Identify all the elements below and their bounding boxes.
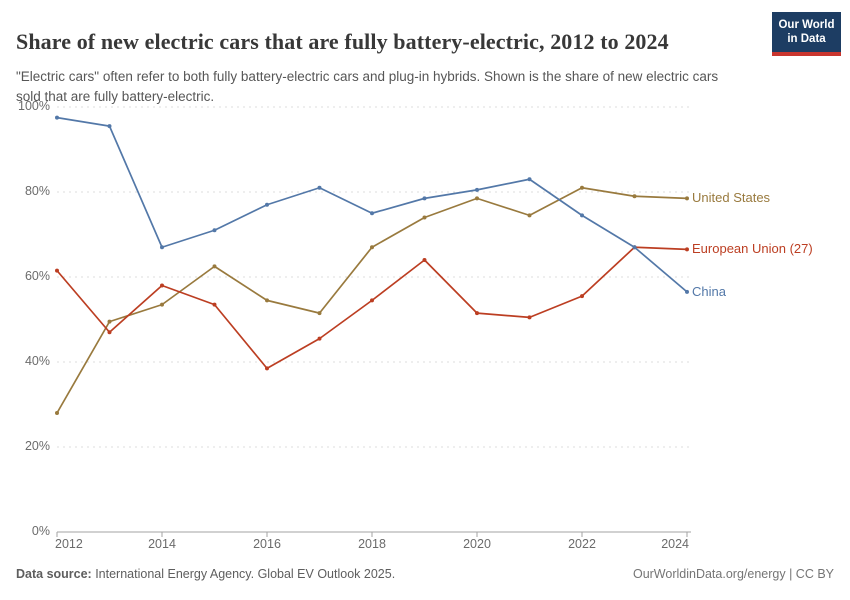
series-label-china[interactable]: China xyxy=(692,283,726,299)
owid-logo-text-line2: in Data xyxy=(787,33,826,46)
y-tick-label-40%: 40% xyxy=(24,354,50,368)
series-label-european-union[interactable]: European Union (27) xyxy=(692,241,813,257)
footer-separator: | xyxy=(785,567,796,581)
data-point[interactable] xyxy=(107,330,112,335)
y-tick-label-100%: 100% xyxy=(18,99,50,113)
x-tick-label-2014: 2014 xyxy=(148,537,176,551)
data-point[interactable] xyxy=(55,115,59,120)
data-point[interactable] xyxy=(317,311,322,316)
data-source-note: Data source: International Energy Agency… xyxy=(16,567,395,581)
x-tick-label-2020: 2020 xyxy=(463,537,491,551)
data-point[interactable] xyxy=(317,185,322,190)
x-tick-label-2024: 2024 xyxy=(661,537,689,551)
page-title: Share of new electric cars that are full… xyxy=(16,28,669,54)
y-tick-label-20%: 20% xyxy=(24,439,50,453)
data-point[interactable] xyxy=(370,211,374,216)
data-point[interactable] xyxy=(265,298,269,303)
data-point[interactable] xyxy=(632,245,637,250)
data-point[interactable] xyxy=(107,319,112,324)
data-point[interactable] xyxy=(55,411,59,415)
data-point[interactable] xyxy=(160,245,164,250)
x-tick-label-2016: 2016 xyxy=(253,537,281,551)
data-source-text: International Energy Agency. Global EV O… xyxy=(91,567,396,581)
data-point[interactable] xyxy=(475,196,479,201)
data-point[interactable] xyxy=(580,213,584,218)
data-point[interactable] xyxy=(422,215,427,220)
data-point[interactable] xyxy=(527,177,532,182)
data-point[interactable] xyxy=(632,194,637,199)
line-series-china[interactable] xyxy=(56,116,688,293)
data-point[interactable] xyxy=(55,268,59,273)
y-tick-label-60%: 60% xyxy=(24,269,50,283)
data-point[interactable] xyxy=(370,298,374,303)
data-point[interactable] xyxy=(160,302,164,307)
data-point[interactable] xyxy=(265,202,269,207)
footer-attribution: OurWorldinData.org/energy | CC BY xyxy=(633,567,834,581)
data-point[interactable] xyxy=(212,228,217,233)
chart-subtitle: "Electric cars" often refer to both full… xyxy=(16,68,719,105)
data-point[interactable] xyxy=(370,245,374,250)
data-point[interactable] xyxy=(685,289,689,294)
owid-logo-text-line1: Our World xyxy=(778,19,835,31)
x-tick-label-2022: 2022 xyxy=(568,537,596,551)
owid-logo[interactable]: Our World in Data xyxy=(772,12,841,56)
x-tick-label-2018: 2018 xyxy=(358,537,386,551)
data-point[interactable] xyxy=(160,283,164,288)
y-tick-label-0%: 0% xyxy=(31,524,50,538)
data-point[interactable] xyxy=(212,264,217,269)
license-label: CC BY xyxy=(795,567,834,581)
series-label-united-states[interactable]: United States xyxy=(692,190,771,206)
data-point[interactable] xyxy=(422,196,427,201)
data-point[interactable] xyxy=(212,302,217,307)
chart-footer: Data source: International Energy Agency… xyxy=(16,567,834,581)
data-point[interactable] xyxy=(107,124,112,129)
data-point[interactable] xyxy=(527,213,532,218)
x-tick-label-2012: 2012 xyxy=(55,537,83,551)
y-tick-label-80%: 80% xyxy=(24,184,50,198)
owid-url-link[interactable]: OurWorldinData.org/energy xyxy=(632,567,786,581)
data-point[interactable] xyxy=(580,294,584,299)
data-point[interactable] xyxy=(580,185,584,190)
data-point[interactable] xyxy=(475,311,479,316)
data-point[interactable] xyxy=(475,187,479,192)
data-point[interactable] xyxy=(422,258,427,262)
data-point[interactable] xyxy=(317,336,322,341)
data-point[interactable] xyxy=(527,315,532,320)
data-point[interactable] xyxy=(685,196,689,201)
data-point[interactable] xyxy=(265,366,269,371)
data-point[interactable] xyxy=(685,247,689,252)
data-source-label: Data source: xyxy=(16,567,92,581)
